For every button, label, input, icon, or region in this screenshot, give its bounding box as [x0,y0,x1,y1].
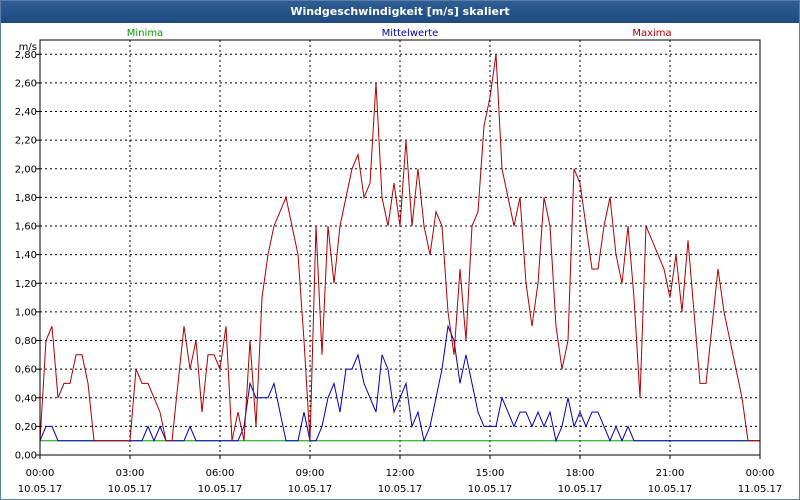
x-tick-date-4: 10.05.17 [378,484,423,495]
window-title: Windgeschwindigkeit [m/s] skaliert [1,1,799,23]
x-tick-time-3: 09:00 [296,468,325,479]
x-tick-time-4: 12:00 [386,468,415,479]
x-tick-time-1: 03:00 [116,468,145,479]
x-tick-date-3: 10.05.17 [288,484,333,495]
x-tick-time-2: 06:00 [206,468,235,479]
y-tick-label-6: 1,20 [15,279,37,290]
legend-entry-maxima: Maxima [632,28,671,39]
x-tick-date-0: 10.05.17 [18,484,63,495]
x-tick-date-1: 10.05.17 [108,484,153,495]
x-tick-time-8: 00:00 [746,468,775,479]
y-tick-label-7: 1,40 [15,250,37,261]
axes: 0,00 0,20 0,40 0,60 0,80 1,00 1,20 1,40 1,60 1,80… [15,50,783,495]
x-tick-date-8: 11.05.17 [738,484,783,495]
y-tick-label-8: 1,60 [15,222,37,233]
y-tick-label-5: 1,00 [15,307,37,318]
y-tick-label-0: 0,00 [15,451,37,462]
y-tick-label-11: 2,20 [15,136,37,147]
x-tick-time-5: 15:00 [476,468,505,479]
series-lines [39,54,760,443]
y-tick-label-12: 2,40 [15,107,37,118]
x-tick-time-7: 21:00 [656,468,685,479]
y-axis-unit-label: m/s [19,42,37,53]
y-tick-label-13: 2,60 [15,78,37,89]
y-tick-label-2: 0,40 [15,393,37,404]
x-tick-date-2: 10.05.17 [198,484,243,495]
y-tick-label-9: 1,80 [15,193,37,204]
y-tick-label-4: 0,80 [15,336,37,347]
x-tick-date-7: 10.05.17 [648,484,693,495]
plot-frame [39,39,761,456]
x-tick-date-6: 10.05.17 [558,484,603,495]
series-line-maxima [39,54,760,442]
x-tick-time-6: 18:00 [566,468,595,479]
y-tick-label-14: 2,80 [15,50,37,61]
y-tick-label-1: 0,20 [15,422,37,433]
y-tick-label-10: 2,00 [15,164,37,175]
y-tick-label-3: 0,60 [15,365,37,376]
legend-entry-mittelwerte: Mittelwerte [382,28,439,39]
series-line-mittelwerte [39,324,760,443]
legend-entry-minima: Minima [127,28,163,39]
x-tick-time-0: 00:00 [26,468,55,479]
legend: Minima Mittelwerte Maxima [127,28,672,39]
x-tick-date-5: 10.05.17 [468,484,513,495]
grid [40,40,760,455]
